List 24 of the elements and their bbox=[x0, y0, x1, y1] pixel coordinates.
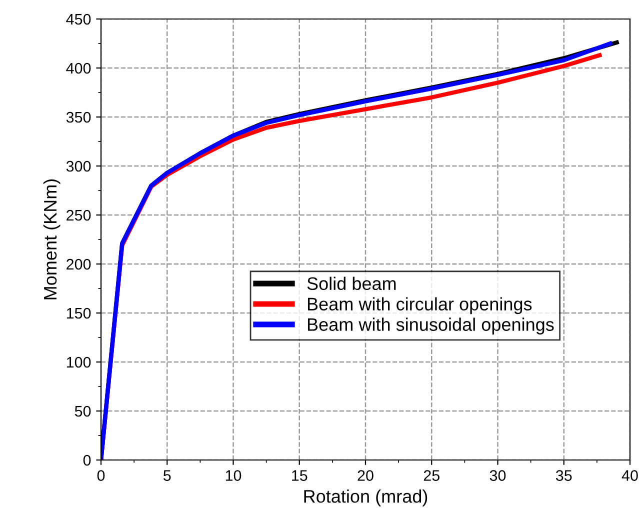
x-tick-label: 25 bbox=[424, 470, 440, 481]
y-tick-label: 150 bbox=[66, 308, 91, 319]
x-tick-label: 20 bbox=[358, 470, 374, 481]
y-axis-title: Moment (KNm) bbox=[43, 179, 60, 300]
y-tick-label: 0 bbox=[83, 454, 91, 466]
x-tick-label: 0 bbox=[97, 470, 105, 481]
y-tick-label: 400 bbox=[66, 62, 91, 74]
legend-label: Solid beam bbox=[307, 276, 396, 290]
x-tick-label: 35 bbox=[556, 470, 572, 481]
y-tick-label: 50 bbox=[74, 406, 91, 417]
x-tick-label: 15 bbox=[292, 470, 308, 481]
x-tick-label: 10 bbox=[226, 470, 242, 481]
legend-label: Beam with sinusoidal openings bbox=[308, 318, 554, 335]
x-axis-title: Rotation (mrad) bbox=[304, 490, 428, 506]
y-tick-label: 300 bbox=[66, 160, 91, 172]
y-tick-label: 250 bbox=[66, 210, 91, 221]
x-tick-label: 5 bbox=[163, 470, 171, 481]
y-tick-label: 100 bbox=[66, 356, 91, 368]
x-tick-label: 40 bbox=[622, 470, 638, 481]
y-tick-label: 450 bbox=[66, 14, 91, 25]
y-tick-label: 350 bbox=[66, 112, 91, 123]
y-tick-label: 200 bbox=[66, 258, 91, 270]
legend-label: Beam with circular openings bbox=[308, 297, 532, 314]
x-tick-label: 30 bbox=[490, 470, 506, 481]
